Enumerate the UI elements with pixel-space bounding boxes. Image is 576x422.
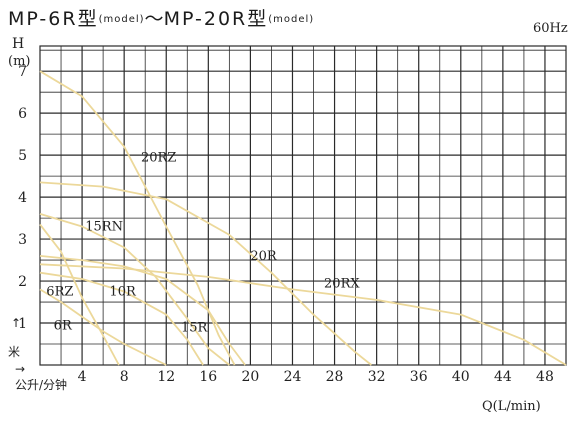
curve-labels: 20RZ 15RN 20R 20RX 6RZ 10R 6R 15R (46, 150, 360, 335)
y-tick-label: 4 (18, 190, 27, 206)
curve-20rx (39, 263, 567, 366)
x-tick-label: 32 (368, 369, 386, 385)
x-tick-label: 16 (199, 369, 217, 385)
y-tick-label: 3 (18, 232, 27, 248)
curve-label-20rx: 20RX (324, 276, 360, 291)
y-tick-label: 1 (18, 316, 27, 332)
y-axis-chinese-unit: 米 (8, 345, 20, 359)
y-tick-label: 6 (18, 106, 27, 122)
x-tick-label: 36 (410, 369, 428, 385)
chart-grid (39, 45, 567, 366)
y-axis-letter: H (12, 36, 24, 52)
y-tick-label: 7 (18, 64, 27, 80)
frequency-label: 60Hz (533, 21, 568, 36)
x-tick-label: 20 (241, 369, 259, 385)
y-axis-unit: (m) (8, 54, 30, 69)
y-tick-label: 2 (18, 274, 27, 290)
title-model-note-end: (model) (268, 14, 315, 25)
title-model-note-start: (model) (98, 14, 145, 25)
x-axis-chinese-unit: 公升/分钟 (15, 377, 67, 392)
chart-title: MP-6R型(model)～MP-20R型(model) (8, 4, 314, 31)
x-axis-arrow: → (15, 362, 25, 376)
curve-label-20rz: 20RZ (141, 150, 176, 165)
title-range-separator: ～ (144, 8, 164, 30)
curve-label-6rz: 6RZ (46, 285, 73, 300)
curve-label-6r: 6R (54, 318, 73, 333)
performance-curves (39, 70, 567, 366)
curve-20rz (39, 70, 236, 366)
curve-label-10r: 10R (109, 285, 137, 300)
x-tick-label: 24 (284, 369, 302, 385)
x-tick-label: 44 (494, 369, 512, 385)
x-tick-label: 8 (120, 369, 129, 385)
y-axis-arrow: ↑ (11, 316, 21, 330)
curve-6rz (39, 223, 120, 366)
y-tick-label: 5 (18, 148, 27, 164)
plot-frame (39, 45, 567, 366)
title-model-range-end: MP-20R型 (163, 8, 269, 30)
curve-label-20r: 20R (250, 249, 278, 264)
curve-15rn (39, 213, 230, 366)
x-tick-label: 40 (452, 369, 470, 385)
x-tick-label: 4 (78, 369, 87, 385)
x-tick-label: 12 (157, 369, 175, 385)
x-axis-label: Q(L/min) (482, 399, 541, 414)
x-tick-label: 28 (326, 369, 344, 385)
title-model-range-start: MP-6R型 (8, 8, 99, 30)
curve-label-15r: 15R (181, 320, 209, 335)
curve-6r (39, 288, 167, 366)
curve-15r (39, 255, 246, 366)
curve-10r (39, 271, 204, 366)
x-tick-label: 48 (536, 369, 554, 385)
curve-20r (39, 181, 372, 366)
curve-label-15rn: 15RN (85, 220, 123, 235)
